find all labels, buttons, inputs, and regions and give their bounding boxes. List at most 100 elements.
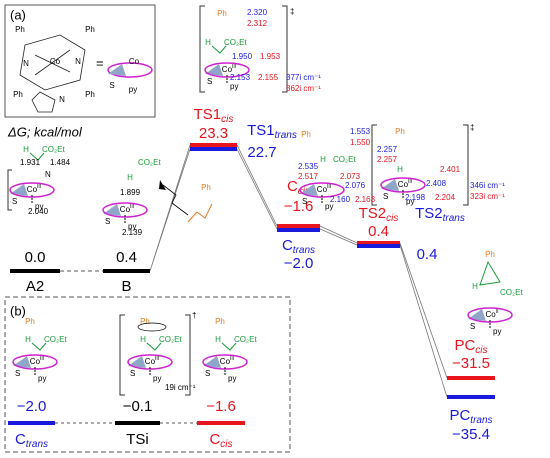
hydrogen: H	[127, 173, 133, 182]
cobalt-symbol: Co	[485, 310, 496, 319]
hydrogen: H	[215, 335, 221, 344]
state-name-sub: cis	[475, 345, 487, 356]
panel-label: (a)	[10, 7, 26, 22]
porphyrin-plane	[203, 356, 221, 368]
nitrogen: N	[45, 170, 51, 179]
cobalt-oxidation: III	[408, 179, 412, 185]
phenyl: Ph	[217, 9, 227, 18]
rotation	[137, 322, 167, 332]
state-name-main: TS2	[359, 205, 387, 222]
cobalt-oxidation: III	[40, 356, 44, 362]
bracket	[199, 5, 288, 93]
state-name-main: C	[15, 431, 26, 448]
distance: 2.040	[28, 207, 49, 216]
hydrogen: H	[397, 165, 403, 174]
sulfur: S	[205, 369, 210, 378]
energy-value: −1.6	[284, 198, 314, 215]
state-name-sub: cis	[221, 114, 233, 125]
energy-value: 0.0	[25, 249, 46, 266]
cobalt-oxidation: III	[130, 204, 134, 210]
cobalt-oxidation: III	[155, 356, 159, 362]
bond	[221, 342, 237, 351]
hydrogen: H	[205, 38, 211, 47]
state-name: A2	[26, 278, 44, 295]
panel-label: (b)	[10, 303, 26, 318]
sulfur: S	[15, 369, 20, 378]
state-name-sub: trans	[26, 439, 48, 450]
phenyl: Ph	[25, 317, 35, 326]
distance: 2.153	[230, 73, 251, 82]
distance: 1.953	[260, 52, 281, 61]
porphyrin-plane	[205, 64, 223, 76]
phenyl: Ph	[201, 183, 211, 192]
energy-value: 0.4	[368, 223, 389, 240]
phenyl: Ph	[395, 127, 405, 136]
state-name: Ctrans	[282, 237, 315, 256]
frequency: 346i cm⁻¹	[470, 181, 505, 190]
sulfur: S	[12, 197, 17, 206]
sulfur: S	[470, 322, 475, 331]
distance: 2.257	[377, 155, 398, 164]
pyridine: py	[325, 202, 333, 211]
frequency: 323i cm⁻¹	[470, 192, 505, 201]
porphyrin-plane	[10, 184, 28, 196]
double-dagger: ‡	[470, 123, 474, 132]
phenyl: Ph	[15, 25, 25, 34]
distance: 2.155	[258, 73, 279, 82]
porphyrin-plane	[300, 184, 318, 196]
distance: 2.535	[298, 162, 319, 171]
bond	[29, 152, 45, 161]
connector	[149, 144, 448, 398]
ester: CO₂Et	[333, 155, 356, 164]
distance: 2.257	[377, 145, 398, 154]
cobalt: Co	[129, 57, 140, 66]
cobalt-oxidation: II	[496, 309, 499, 315]
cobalt: CoIII	[317, 184, 331, 194]
ester: CO₂Et	[500, 288, 523, 297]
cobalt: CoIII	[27, 184, 41, 194]
pyridine: py	[38, 374, 46, 383]
porphyrin-ring	[107, 62, 153, 78]
cobalt: CoIII	[220, 356, 234, 366]
distance: 2.163	[355, 195, 376, 204]
frequency: 362i cm⁻¹	[286, 84, 321, 93]
inset-box	[4, 4, 156, 118]
hydrogen: H	[23, 145, 29, 154]
nitrogen: N	[23, 59, 29, 68]
energy-value: 22.7	[247, 144, 276, 161]
state-name: TS2trans	[415, 205, 465, 224]
distance: 1.950	[232, 52, 253, 61]
hydrogen: H	[25, 335, 31, 344]
pyridine: py	[493, 327, 501, 336]
pyridine: py	[35, 202, 43, 211]
porphyrin-plane	[103, 204, 121, 216]
pyridine: py	[228, 374, 236, 383]
double-dagger: ‡	[290, 7, 294, 16]
energy-value: −31.5	[452, 355, 490, 372]
bond	[146, 342, 162, 351]
distance: 2.139	[122, 228, 143, 237]
state-name-sub: cis	[220, 439, 232, 450]
state-name-main: C	[287, 178, 298, 195]
energy-value: −2.0	[17, 398, 47, 415]
cobalt-oxidation: III	[37, 184, 41, 190]
phenyl: Ph	[301, 130, 311, 139]
distance: 2.160	[330, 195, 351, 204]
distance: 2.320	[247, 8, 268, 17]
bracket	[119, 314, 191, 396]
cobalt-symbol: Co	[317, 185, 328, 194]
distance: 1.899	[120, 188, 141, 197]
bracket	[7, 169, 12, 211]
cobalt-symbol: Co	[222, 65, 233, 74]
phenyl: Ph	[13, 90, 23, 99]
cobalt-symbol: Co	[30, 357, 41, 366]
state-name-sub: trans	[443, 213, 465, 224]
cobalt-oxidation: III	[230, 356, 234, 362]
panel-b-box	[4, 296, 291, 453]
cobalt: CoIII	[145, 356, 159, 366]
state-name-main: A2	[26, 278, 44, 295]
sulfur: S	[383, 192, 388, 201]
state-name-sub: trans	[293, 245, 315, 256]
state-name-main: TSi	[126, 431, 149, 448]
distance: 2.312	[247, 19, 268, 28]
